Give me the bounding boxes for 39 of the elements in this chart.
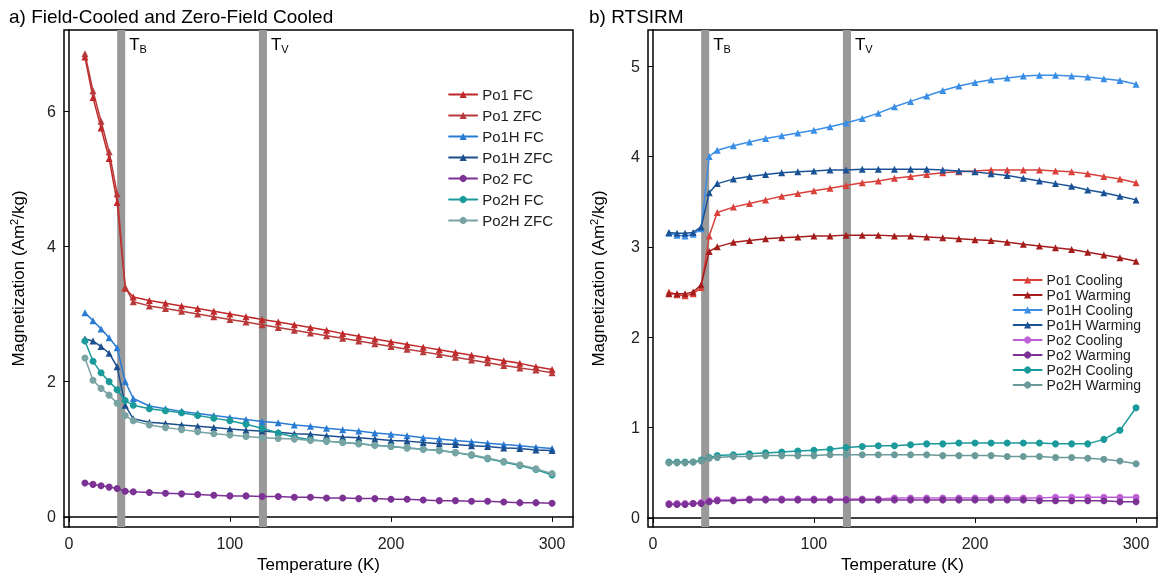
legend-label: Po1H FC <box>482 128 544 145</box>
legend-label: Po2H Cooling <box>1046 362 1133 378</box>
legend-label: Po2H FC <box>482 191 544 208</box>
y-tick-label: 5 <box>631 57 641 75</box>
y-tick-label: 0 <box>631 509 641 527</box>
y-tick-label: 2 <box>631 328 641 346</box>
y-axis-title: Magnetization (Am2/kg) <box>587 190 608 367</box>
y-tick-label: 6 <box>47 102 57 120</box>
x-axis-title: Temperature (K) <box>257 554 380 574</box>
x-tick-label: 200 <box>961 534 989 552</box>
y-tick-label: 4 <box>47 237 57 255</box>
x-tick-label: 300 <box>1122 534 1150 552</box>
legend-label: Po1H Cooling <box>1046 302 1133 318</box>
x-axis-title: Temperature (K) <box>841 554 964 574</box>
y-tick-label: 3 <box>631 238 641 256</box>
legend-label: Po2 Cooling <box>1046 332 1123 348</box>
x-tick-label: 200 <box>377 534 405 552</box>
legend-label: Po2H ZFC <box>482 212 554 229</box>
legend-label: Po1 ZFC <box>482 107 543 124</box>
legend-label: Po1 Warming <box>1046 287 1131 303</box>
x-tick-label: 0 <box>648 534 658 552</box>
legend-label: Po1H Warming <box>1046 317 1142 333</box>
x-tick-label: 0 <box>64 534 74 552</box>
y-tick-label: 0 <box>47 508 57 526</box>
y-tick-label: 1 <box>631 419 641 437</box>
y-tick-label: 4 <box>631 148 641 166</box>
y-tick-label: 2 <box>47 373 57 391</box>
legend-label: Po1H ZFC <box>482 149 554 166</box>
y-axis-title: Magnetization (Am2/kg) <box>7 190 28 367</box>
legend-label: Po1 Cooling <box>1046 272 1123 288</box>
legend-label: Po2H Warming <box>1046 377 1142 393</box>
legend-label: Po1 FC <box>482 86 534 103</box>
x-tick-label: 100 <box>800 534 828 552</box>
legend-label: Po2 Warming <box>1046 347 1131 363</box>
x-tick-label: 100 <box>216 534 244 552</box>
chart-title: a) Field-Cooled and Zero-Field Cooled <box>9 6 334 27</box>
x-tick-label: 300 <box>538 534 566 552</box>
chart-title: b) RTSIRM <box>589 6 684 27</box>
legend-label: Po2 FC <box>482 170 534 187</box>
